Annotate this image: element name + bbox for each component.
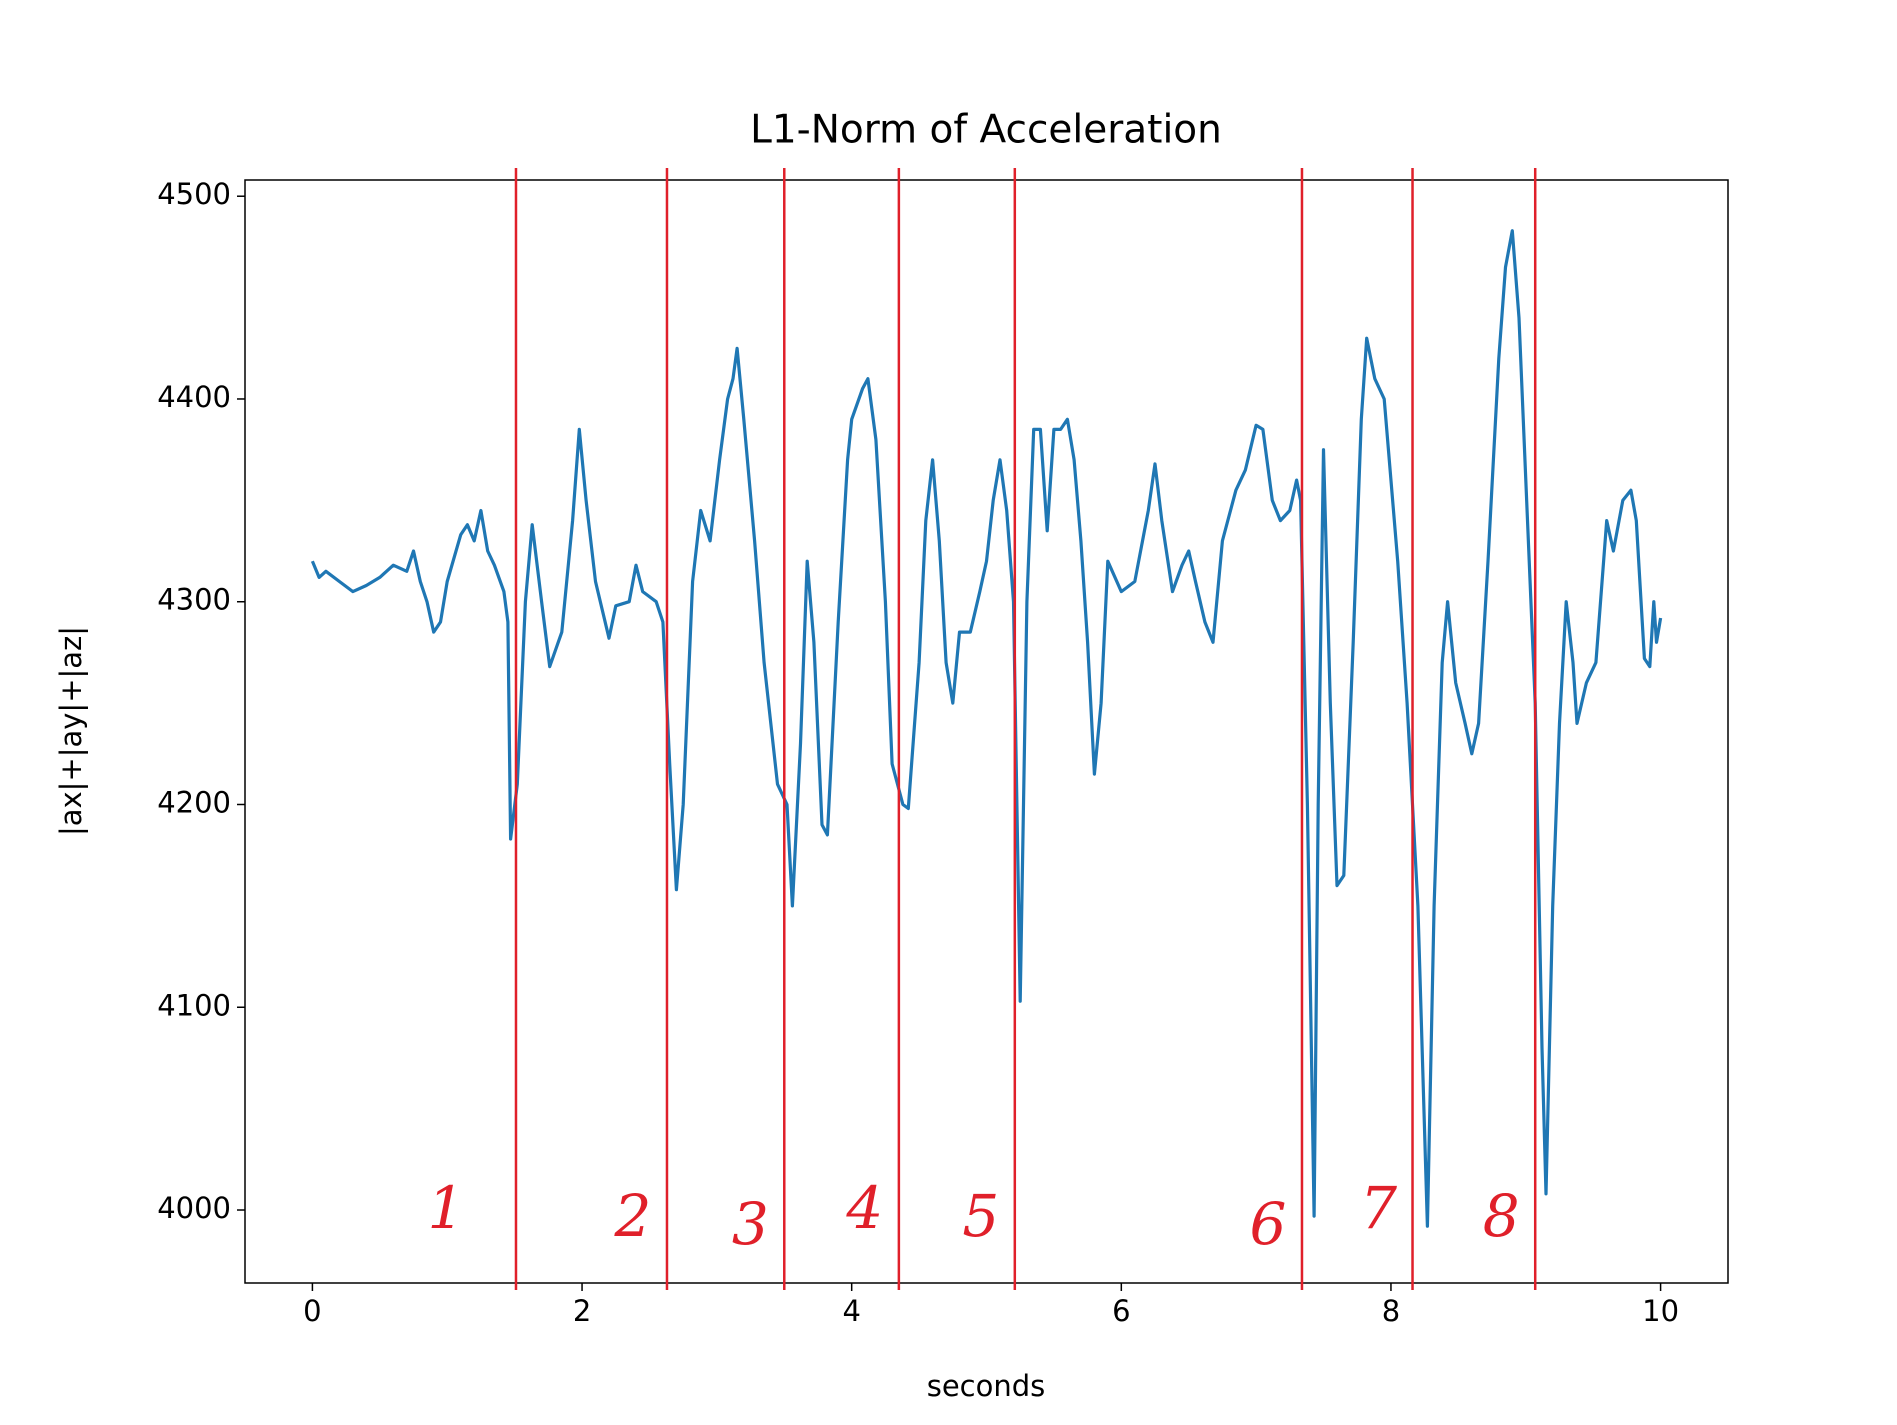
x-tick-label: 10 bbox=[1642, 1294, 1679, 1328]
y-axis-label: |ax|+|ay|+|az| bbox=[54, 626, 88, 836]
annotation: 7 bbox=[1360, 1174, 1397, 1242]
annotation: 2 bbox=[614, 1182, 652, 1250]
data-line bbox=[310, 229, 1663, 1228]
annotation: 3 bbox=[732, 1190, 769, 1258]
annotation: 8 bbox=[1483, 1182, 1520, 1250]
annotation: 5 bbox=[962, 1182, 999, 1250]
y-tick-label: 4000 bbox=[157, 1191, 231, 1225]
x-tick-label: 2 bbox=[573, 1294, 591, 1328]
y-tick-label: 4300 bbox=[157, 583, 231, 617]
y-tick-label: 4200 bbox=[157, 785, 231, 819]
plot-frame bbox=[244, 179, 1729, 1284]
chart-title: L1-Norm of Acceleration bbox=[750, 108, 1222, 153]
annotation: 1 bbox=[428, 1174, 465, 1242]
annotation: 6 bbox=[1250, 1190, 1287, 1258]
x-tick-label: 4 bbox=[842, 1294, 860, 1328]
y-tick-label: 4400 bbox=[157, 380, 231, 414]
x-axis-label: seconds bbox=[927, 1369, 1046, 1403]
x-tick-label: 6 bbox=[1112, 1294, 1130, 1328]
annotation: 4 bbox=[845, 1174, 883, 1242]
y-tick-label: 4100 bbox=[157, 988, 231, 1022]
x-tick-label: 0 bbox=[303, 1294, 321, 1328]
x-tick-label: 8 bbox=[1382, 1294, 1400, 1328]
y-tick-label: 4500 bbox=[157, 177, 231, 211]
